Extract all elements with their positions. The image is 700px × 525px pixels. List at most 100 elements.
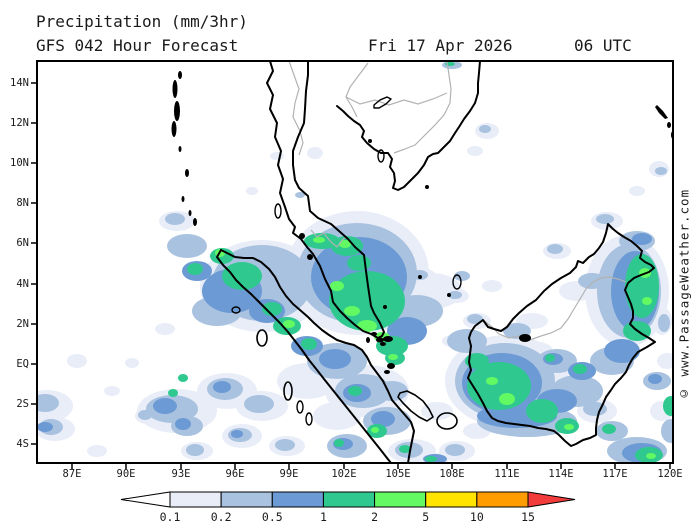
precip-cell: [262, 302, 282, 316]
precip-cell: [165, 213, 185, 225]
precip-cell: [545, 354, 555, 362]
coastlines: [216, 61, 656, 463]
page-title: Precipitation (mm/3hr): [36, 12, 248, 31]
precip-cell: [657, 353, 673, 369]
precip-cell: [153, 398, 177, 414]
precip-cell: [168, 389, 178, 397]
precip-cell: [344, 306, 360, 316]
precip-cell: [526, 399, 558, 423]
legend-threshold-label: 0.1: [159, 510, 181, 524]
precip-cell: [661, 419, 673, 443]
precip-cell: [578, 273, 606, 289]
precip-cell: [334, 439, 344, 447]
precip-cell: [371, 411, 395, 427]
precip-cell: [655, 167, 667, 175]
small-islands: [171, 71, 673, 374]
lon-label: 120E: [657, 468, 683, 480]
forecast-subtitle: GFS 042 Hour Forecast: [36, 36, 239, 55]
precip-cell: [175, 418, 191, 430]
valid-date: Fri 17 Apr 2026: [368, 36, 513, 55]
precip-cell: [246, 187, 258, 195]
precip-cell: [301, 338, 317, 350]
island-phu-quoc: [377, 149, 385, 163]
lat-label: 14N: [10, 77, 29, 89]
precip-cell: [486, 377, 498, 385]
precip-cell: [629, 186, 645, 196]
island-siberut: [283, 381, 293, 401]
precip-cell: [596, 214, 614, 224]
precip-cell: [329, 271, 405, 331]
watermark-passageweather: © www.PassageWeather.com: [676, 188, 692, 402]
precip-cell: [319, 349, 351, 369]
lon-label: 108E: [439, 468, 465, 480]
precipitation-layer: [37, 61, 673, 463]
precip-cell: [447, 329, 487, 353]
lon-label: 93E: [171, 468, 191, 480]
precip-cell: [307, 147, 323, 159]
country-borders: [288, 61, 627, 341]
precip-cell: [388, 354, 398, 360]
precip-cell: [646, 453, 656, 459]
legend-threshold-label: 0.2: [210, 510, 232, 524]
precip-cell: [583, 402, 607, 416]
precip-cell: [295, 192, 305, 198]
precip-cell: [270, 152, 284, 160]
precip-cell: [465, 353, 489, 369]
island-natuna: [452, 274, 462, 290]
precip-cell: [573, 364, 587, 374]
precip-cell: [632, 233, 652, 245]
lon-label: 102E: [331, 468, 357, 480]
lat-label: EQ: [16, 358, 29, 370]
precip-cell: [445, 62, 455, 66]
legend-threshold-label: 10: [469, 510, 484, 524]
precip-cell: [187, 263, 203, 275]
precip-cell: [467, 146, 483, 156]
legend-box: [374, 491, 427, 508]
precip-cell: [37, 394, 59, 412]
island-bangka: [397, 390, 434, 422]
legend-arrow-above: [527, 491, 576, 508]
precip-cell: [547, 244, 563, 254]
precip-cell: [244, 395, 274, 413]
precip-cell: [445, 444, 465, 456]
lon-label: 90E: [116, 468, 136, 480]
legend-threshold-label: 15: [521, 510, 535, 524]
precip-cell: [155, 323, 175, 335]
precip-cell: [347, 255, 371, 271]
legend-box: [271, 491, 324, 508]
legend-threshold-label: 0.5: [261, 510, 283, 524]
precip-cell: [67, 354, 87, 368]
precip-cell: [178, 374, 188, 382]
legend-threshold-label: 2: [371, 510, 379, 524]
lon-label: 105E: [385, 468, 411, 480]
lon-label: 96E: [225, 468, 245, 480]
precip-cell: [433, 279, 457, 293]
lat-label: 2S: [16, 398, 29, 410]
island-belitung: [436, 412, 458, 430]
precip-cell: [313, 237, 325, 243]
precip-cell: [37, 422, 53, 432]
border-cambodia-vietnam: [393, 61, 452, 154]
precip-cell: [348, 386, 362, 396]
precip-cell: [376, 381, 408, 401]
valid-time: 06 UTC: [574, 36, 632, 55]
coast-sumatra-west: [216, 249, 392, 463]
precip-cell: [357, 320, 377, 332]
precip-cell: [104, 386, 120, 396]
precip-cell: [425, 456, 437, 462]
lon-label: 87E: [62, 468, 82, 480]
border-thailand-malaysia: [310, 229, 348, 248]
lon-label: 111E: [494, 468, 520, 480]
precip-cell: [399, 445, 411, 453]
island-sipora: [296, 400, 304, 414]
lat-label: 8N: [16, 197, 29, 209]
island-phuket: [274, 203, 282, 219]
precip-cell: [275, 439, 295, 451]
precip-cell: [371, 427, 379, 433]
legend-box: [476, 491, 529, 508]
lake-tonle-sap: [373, 96, 392, 109]
precip-cell: [604, 339, 640, 363]
precip-cell: [625, 254, 659, 318]
